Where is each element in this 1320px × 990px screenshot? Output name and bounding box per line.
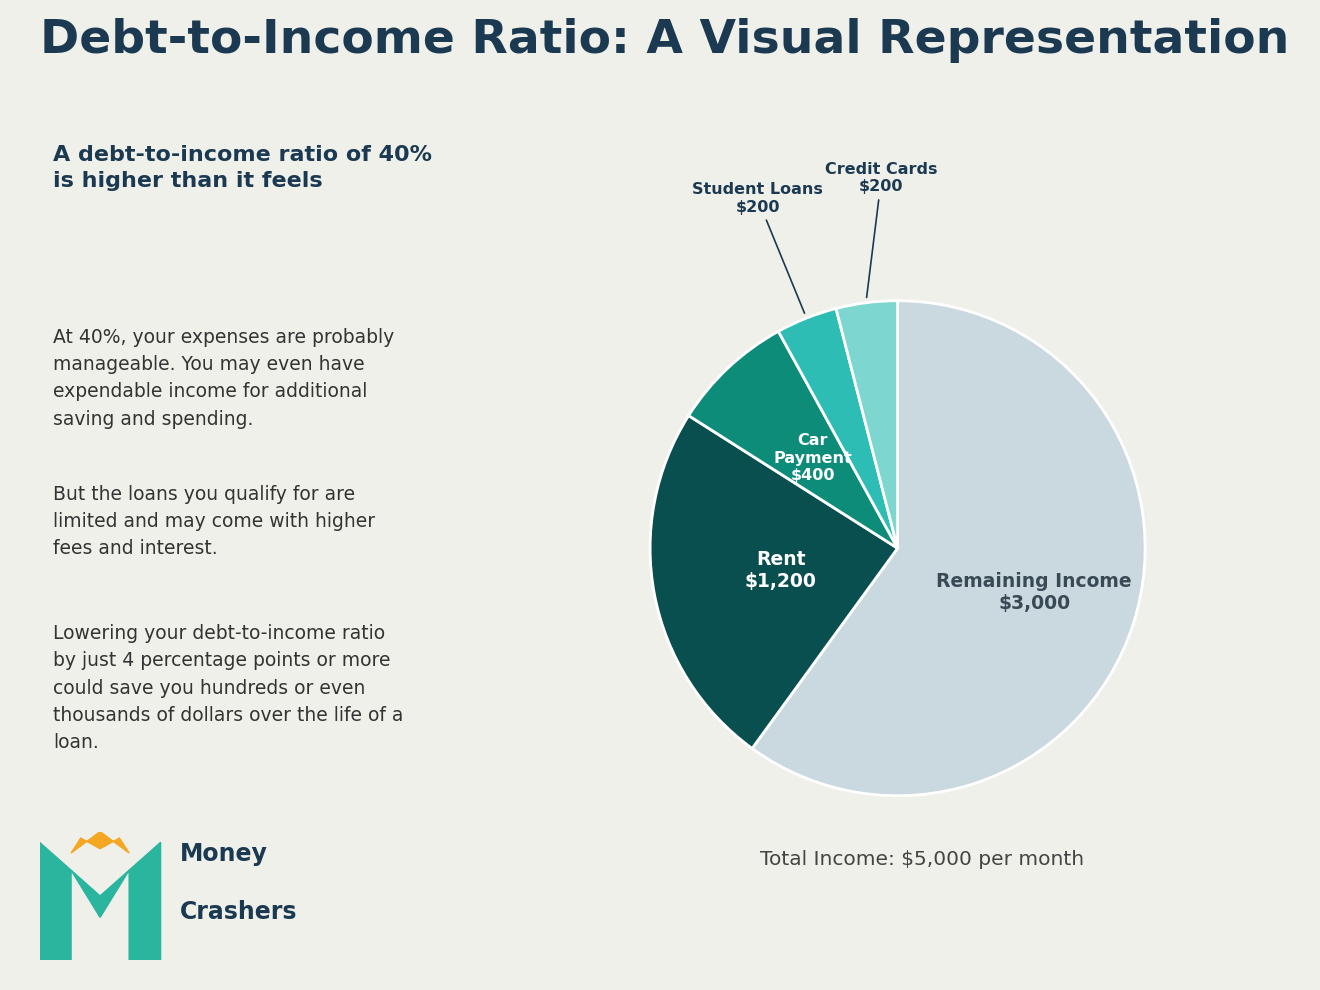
Text: Money: Money	[180, 842, 268, 866]
Polygon shape	[40, 842, 161, 960]
Wedge shape	[651, 416, 898, 748]
Text: Lowering your debt-to-income ratio
by just 4 percentage points or more
could sav: Lowering your debt-to-income ratio by ju…	[53, 624, 403, 752]
Text: But the loans you qualify for are
limited and may come with higher
fees and inte: But the loans you qualify for are limite…	[53, 485, 375, 558]
Text: Remaining Income
$3,000: Remaining Income $3,000	[936, 572, 1133, 613]
Text: A debt-to-income ratio of 40%
is higher than it feels: A debt-to-income ratio of 40% is higher …	[53, 145, 432, 191]
Text: At 40%, your expenses are probably
manageable. You may even have
expendable inco: At 40%, your expenses are probably manag…	[53, 328, 395, 429]
Wedge shape	[836, 301, 898, 548]
Text: Rent
$1,200: Rent $1,200	[744, 550, 817, 591]
Text: Crashers: Crashers	[180, 900, 297, 925]
Text: Total Income: $5,000 per month: Total Income: $5,000 per month	[760, 850, 1085, 869]
Text: Car
Payment
$400: Car Payment $400	[774, 433, 853, 483]
Polygon shape	[71, 832, 129, 853]
Text: Student Loans
$200: Student Loans $200	[692, 182, 822, 313]
Wedge shape	[752, 301, 1144, 796]
Text: Debt-to-Income Ratio: A Visual Representation: Debt-to-Income Ratio: A Visual Represent…	[40, 18, 1288, 62]
Wedge shape	[779, 309, 898, 548]
Text: Credit Cards
$200: Credit Cards $200	[825, 162, 937, 297]
Wedge shape	[689, 332, 898, 548]
